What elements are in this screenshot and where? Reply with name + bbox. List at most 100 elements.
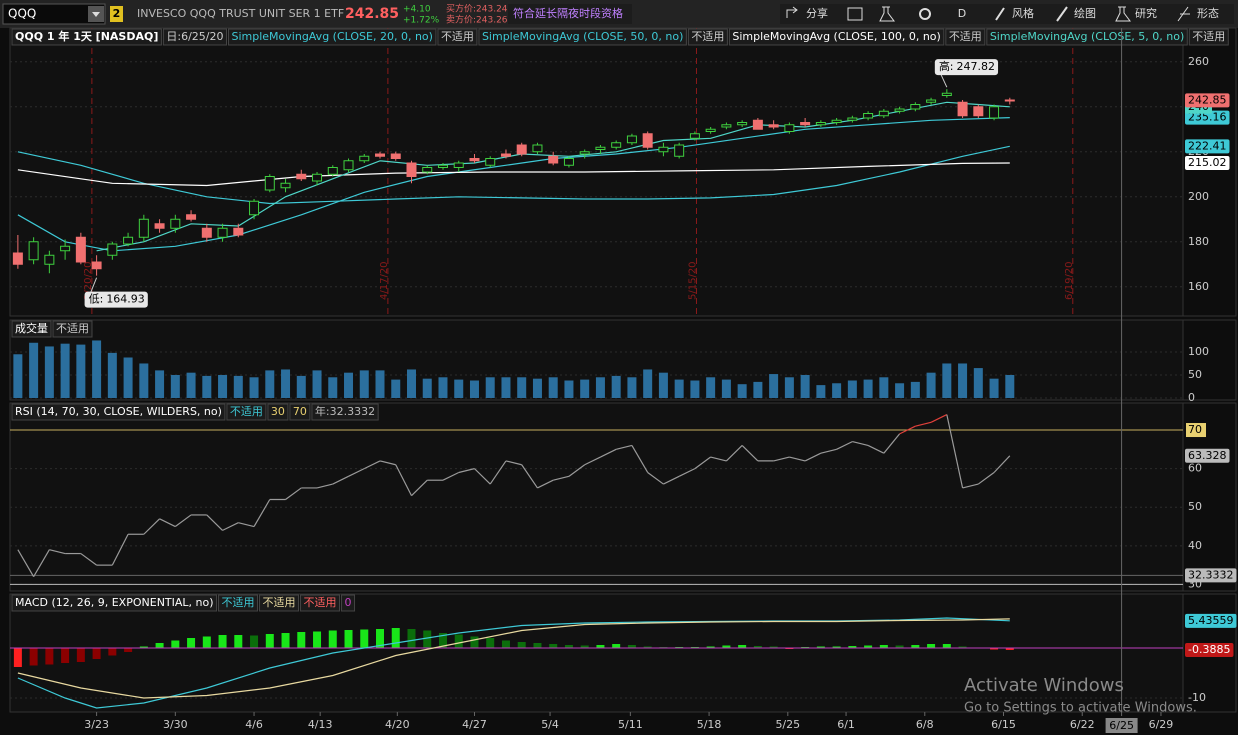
candle-body (752, 119, 763, 130)
axis-price (1182, 27, 1237, 317)
symbol[interactable]: QQQ (8, 7, 36, 21)
candle-body (784, 124, 795, 132)
x-tick-label: 5/18 (697, 718, 722, 731)
flask-icon[interactable] (879, 6, 895, 22)
watermark-subtitle: Go to Settings to activate Windows. (964, 701, 1197, 716)
value-label-box (1185, 139, 1230, 154)
rsi-segment (553, 475, 570, 481)
header-label: 不适用 (304, 596, 337, 609)
settings-icon[interactable] (919, 8, 931, 20)
candle-body (60, 245, 71, 252)
macd-histogram-bar (376, 629, 385, 648)
studies-button[interactable]: 研究 (1135, 6, 1157, 20)
macd-histogram-bar (234, 635, 243, 648)
study-icon[interactable] (1115, 6, 1131, 22)
symbol-box[interactable] (2, 3, 106, 25)
header-text: 30 (271, 405, 285, 418)
macd-histogram-bar (344, 630, 353, 648)
patterns-button[interactable]: 形态 (1197, 7, 1219, 20)
header-chip (300, 594, 341, 612)
y-tick-label: 40 (1188, 539, 1202, 552)
link-box[interactable] (110, 6, 123, 22)
volume-bar (13, 354, 23, 398)
macd-histogram-bar (564, 645, 573, 648)
candle-body (186, 214, 197, 220)
candle-body (674, 144, 685, 157)
rsi-segment (899, 425, 916, 435)
rsi-segment (584, 456, 601, 466)
candle-body (453, 162, 464, 168)
y-tick-label: 260 (1188, 55, 1209, 68)
volume-bar (249, 377, 259, 398)
share-button[interactable]: 分享 (806, 6, 828, 20)
rsi-segment (474, 468, 491, 485)
snapshot-icon[interactable] (847, 7, 863, 21)
rsi-segment (741, 445, 759, 462)
macd-histogram-bar (328, 630, 337, 648)
rsi-segment (852, 441, 869, 447)
candle-body (894, 108, 905, 112)
macd-histogram-bar (281, 633, 290, 648)
candle-body (878, 110, 889, 117)
volume-bar (706, 377, 716, 398)
value-label: -0.3885 (1188, 643, 1230, 656)
y-tick-label: 70 (1188, 423, 1202, 436)
candle-body (28, 241, 39, 261)
rsi-segment (174, 514, 192, 528)
period-button[interactable]: D (958, 7, 966, 20)
value-label-box (1185, 568, 1237, 583)
volume-bar (910, 381, 920, 398)
rsi-segment (836, 441, 853, 450)
header-text: 不适用 (949, 30, 982, 43)
candle-body (831, 119, 842, 123)
watermark-title: Activate Windows (964, 675, 1124, 696)
candle-body (390, 153, 401, 159)
macd-histogram-bar (1005, 648, 1014, 650)
callout-value: 247.82 (957, 60, 996, 73)
volume-bar (139, 363, 149, 398)
callout-box (84, 291, 148, 308)
x-tick-label: 4/27 (462, 718, 487, 731)
callout-value: 164.93 (106, 293, 145, 306)
volume-bar (517, 377, 527, 398)
rsi-segment (143, 518, 160, 535)
rsi-segment (111, 533, 129, 566)
volume-bar (422, 378, 432, 398)
axis-volume (1182, 319, 1237, 401)
candle-body (973, 106, 984, 117)
volume-bar (564, 380, 574, 398)
x-tick-label: 6/8 (916, 718, 934, 731)
header-text: 不适用 (441, 30, 474, 43)
macd-histogram-bar (911, 645, 920, 648)
net-change: +4.10 (403, 5, 431, 15)
header-label: SimpleMovingAvg (CLOSE, 20, 0, no) (232, 30, 433, 43)
macd-histogram-bar (517, 642, 526, 648)
header-label: 不适用 (691, 30, 724, 43)
link-number[interactable]: 2 (113, 7, 121, 20)
candle-body (107, 243, 118, 256)
candle-body (626, 135, 637, 144)
value-label-box (1185, 93, 1230, 108)
volume-bar (92, 340, 102, 398)
header-label: MACD (12, 26, 9, EXPONENTIAL, no) (15, 596, 214, 609)
x-tick-label: 4/13 (308, 718, 333, 731)
candle-body (44, 254, 55, 265)
header-chip (728, 28, 945, 46)
x-tick-label: 5/11 (618, 718, 643, 731)
pattern-icon[interactable] (1177, 6, 1190, 22)
pct-change: +1.72% (403, 16, 440, 26)
macd-histogram-bar (533, 643, 542, 648)
drawing-icon[interactable] (1056, 6, 1068, 22)
volume-bar (942, 363, 952, 398)
x-tick-label: 3/23 (84, 718, 109, 731)
header-text: SimpleMovingAvg (CLOSE, 50, 0, no) (482, 30, 683, 43)
share-icon[interactable] (786, 6, 798, 18)
macd-histogram-bar (391, 628, 400, 648)
style-icon[interactable] (995, 7, 1005, 21)
drawing-button[interactable]: 绘图 (1074, 6, 1096, 20)
macd-histogram-bar (124, 648, 133, 652)
volume-bar (406, 369, 416, 398)
last-price: 242.85 (345, 6, 399, 22)
style-button[interactable]: 风格 (1012, 6, 1034, 20)
candle-body (201, 227, 212, 238)
